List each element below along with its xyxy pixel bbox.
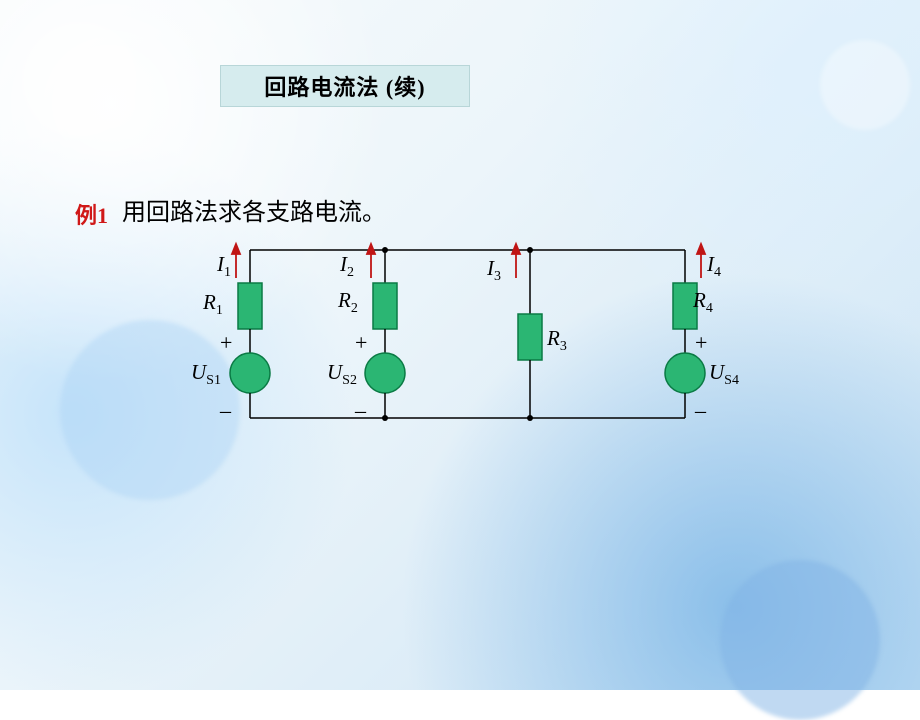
resistor-R3 [518, 314, 542, 360]
label-US2: US2 [327, 360, 357, 389]
resistor-R2 [373, 283, 397, 329]
label-R4: R4 [693, 288, 713, 317]
resistor-R1 [238, 283, 262, 329]
node [527, 247, 533, 253]
current-arrows [232, 244, 705, 278]
label-US1: US1 [191, 360, 221, 389]
node [527, 415, 533, 421]
bokeh-blob [20, 20, 140, 140]
polarity-minus: _ [355, 390, 366, 416]
bokeh-blob [720, 560, 880, 720]
label-I1: I1 [217, 252, 231, 281]
label-I4: I4 [707, 252, 721, 281]
problem-text: 用回路法求各支路电流。 [122, 192, 386, 227]
polarity-minus: _ [695, 390, 706, 416]
source-US1 [230, 353, 270, 393]
label-R1: R1 [203, 290, 223, 319]
source-US2 [365, 353, 405, 393]
example-label: 例1 [75, 198, 108, 230]
polarity-plus: + [355, 330, 367, 356]
label-I3: I3 [487, 256, 501, 285]
label-US4: US4 [709, 360, 739, 389]
source-US4 [665, 353, 705, 393]
circuit-diagram: I1 I2 I3 I4 R1 R2 R3 R4 US1 US2 US4 + _ … [195, 238, 755, 458]
label-R3: R3 [547, 326, 567, 355]
bokeh-blob [820, 40, 910, 130]
polarity-minus: _ [220, 390, 231, 416]
polarity-plus: + [695, 330, 707, 356]
node [382, 247, 388, 253]
polarity-plus: + [220, 330, 232, 356]
label-I2: I2 [340, 252, 354, 281]
page-title-box: 回路电流法 (续) [220, 65, 470, 107]
node [382, 415, 388, 421]
circuit-svg [195, 238, 755, 458]
page-title: 回路电流法 (续) [264, 70, 425, 102]
label-R2: R2 [338, 288, 358, 317]
